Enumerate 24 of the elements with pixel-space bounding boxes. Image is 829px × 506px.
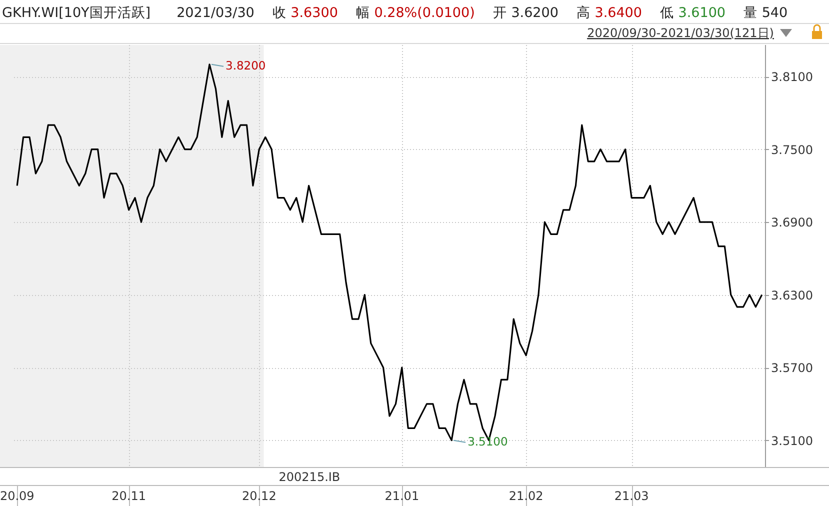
text: 低 3.6100 <box>660 5 726 21</box>
x-tick-label: 21.03 <box>614 489 649 503</box>
text: 高 3.6400 <box>576 5 642 21</box>
chart-subtitle: 2020/09/30-2021/03/30(121日) <box>587 26 774 40</box>
y-tick-label: 3.6300 <box>771 288 813 302</box>
text: 2021/03/30 <box>176 5 254 21</box>
text: 幅 0.28%(0.0100) <box>356 5 475 21</box>
x-tick-label: 21.01 <box>384 489 420 503</box>
y-tick-label: 3.6900 <box>771 216 813 230</box>
annotation: 3.8200 <box>226 58 266 72</box>
y-tick-label: 3.7500 <box>771 142 813 157</box>
x-tick-label: 20.11 <box>112 489 146 503</box>
x-tick-label: 21.02 <box>508 489 544 503</box>
x-tick-label: 20.12 <box>242 489 276 503</box>
chart-title: GKHY.WI[10Y国开活跃] <box>2 5 151 21</box>
x-tick-label: 20.09 <box>0 489 34 503</box>
y-tick-label: 3.5700 <box>771 361 813 376</box>
text: 开 3.6200 <box>492 5 558 21</box>
text: 量 540 <box>744 5 788 21</box>
y-tick-label: 3.8100 <box>771 70 813 84</box>
y-tick-label: 3.5100 <box>771 434 813 448</box>
annotation: 3.5100 <box>468 434 508 448</box>
text: 收 3.6300 <box>272 5 338 21</box>
text: 200215.IB <box>278 470 340 484</box>
